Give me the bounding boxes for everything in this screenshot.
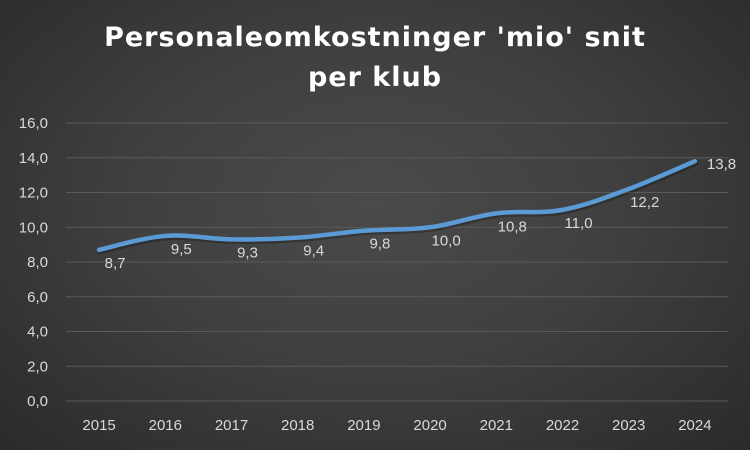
y-tick-label: 2,0 xyxy=(27,358,48,375)
x-tick-label: 2023 xyxy=(612,417,645,434)
y-tick-label: 4,0 xyxy=(27,324,48,341)
data-point xyxy=(297,237,299,239)
series-line xyxy=(96,158,698,253)
data-point xyxy=(429,226,431,228)
chart-title-line-2: per klub xyxy=(307,62,443,93)
data-label: 11,0 xyxy=(564,215,592,232)
data-series xyxy=(96,158,699,255)
data-label: 9,4 xyxy=(303,243,324,260)
x-tick-label: 2022 xyxy=(546,417,579,434)
x-tick-label: 2016 xyxy=(149,417,182,434)
data-label: 9,3 xyxy=(237,244,258,261)
data-label: 10,0 xyxy=(431,232,460,249)
data-label: 8,7 xyxy=(105,255,126,272)
gridlines xyxy=(66,122,728,402)
data-point xyxy=(495,212,497,214)
data-point xyxy=(164,235,166,237)
y-tick-label: 10,0 xyxy=(19,219,48,236)
data-point xyxy=(628,188,630,190)
x-tick-label: 2015 xyxy=(82,417,115,434)
chart-title: Personaleomkostninger 'mio' snit per klu… xyxy=(0,18,750,98)
data-point xyxy=(363,230,365,232)
data-label: 13,8 xyxy=(707,156,736,173)
y-axis-tick-labels: 0,0 2,0 4,0 6,0 8,0 10,0 12,0 14,0 16,0 xyxy=(19,115,48,410)
data-point xyxy=(694,160,696,162)
data-point xyxy=(231,238,233,240)
y-tick-label: 8,0 xyxy=(27,254,48,271)
y-tick-label: 16,0 xyxy=(19,115,48,132)
y-tick-label: 0,0 xyxy=(27,393,48,410)
data-label: 9,8 xyxy=(369,236,390,253)
x-tick-label: 2017 xyxy=(215,417,248,434)
data-label: 10,8 xyxy=(498,218,527,235)
x-tick-label: 2020 xyxy=(413,417,446,434)
x-tick-label: 2018 xyxy=(281,417,314,434)
data-labels: 8,7 9,5 9,3 9,4 9,8 10,0 10,8 11,0 12,2 13,8 xyxy=(105,156,736,272)
data-point xyxy=(98,249,100,251)
chart-title-line-1: Personaleomkostninger 'mio' snit xyxy=(104,22,646,53)
x-tick-label: 2021 xyxy=(480,417,513,434)
y-tick-label: 12,0 xyxy=(19,185,48,202)
data-label: 9,5 xyxy=(171,241,192,258)
y-tick-label: 14,0 xyxy=(19,150,48,167)
x-tick-label: 2019 xyxy=(347,417,380,434)
series-line-shadow xyxy=(97,160,699,255)
x-axis-tick-labels: 2015 2016 2017 2018 2019 2020 2021 2022 2023 2024 xyxy=(82,417,711,434)
data-label: 12,2 xyxy=(630,194,659,211)
data-point xyxy=(562,209,564,211)
x-tick-label: 2024 xyxy=(678,417,711,434)
y-tick-label: 6,0 xyxy=(27,289,48,306)
